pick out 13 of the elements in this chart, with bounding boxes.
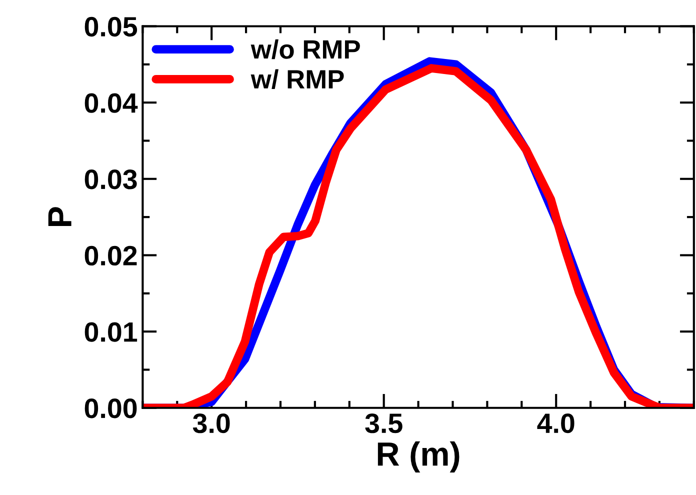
- x-axis-title: R (m): [378, 441, 460, 472]
- x-tick-label: 3.5: [365, 413, 402, 434]
- y-tick-label: 0.05: [84, 16, 138, 37]
- legend-label: w/ RMP: [250, 69, 344, 89]
- legend-label: w/o RMP: [250, 39, 360, 60]
- y-tick-label: 0.03: [84, 170, 137, 190]
- y-tick-label: 0.00: [84, 398, 137, 418]
- x-tick-label: 3.0: [192, 413, 230, 434]
- y-axis-title: P: [48, 207, 72, 226]
- x-tick-label: 4.0: [537, 413, 574, 434]
- y-tick-label: 0.04: [84, 93, 138, 113]
- y-tick-label: 0.01: [84, 322, 138, 342]
- y-tick-label: 0.02: [84, 246, 137, 266]
